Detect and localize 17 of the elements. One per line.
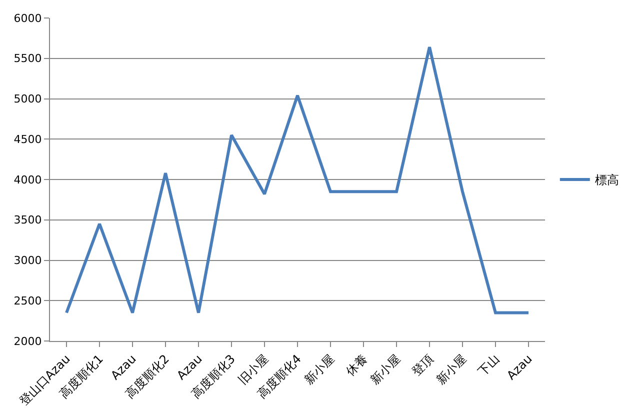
- y-tick-label: 2000: [14, 334, 42, 348]
- y-tick-label: 2500: [14, 294, 42, 308]
- y-tick-label: 5000: [14, 92, 42, 106]
- y-tick-label: 4500: [14, 132, 42, 146]
- y-tick-label: 3500: [14, 214, 42, 227]
- x-tick-label: 休養: [342, 352, 370, 379]
- y-tick-label: 5500: [14, 52, 42, 66]
- y-tick-label: 3000: [14, 254, 42, 268]
- x-tick-label: 下山: [474, 352, 502, 379]
- x-tick-label: 登頂: [408, 352, 436, 379]
- line-series: [65, 46, 530, 314]
- x-tick-label: 新小屋: [302, 352, 337, 388]
- x-tick-label: 新小屋: [434, 352, 469, 388]
- legend-label: 標高: [594, 173, 619, 188]
- y-tick-label: 6000: [14, 12, 42, 25]
- x-tick-label: 新小屋: [368, 352, 403, 388]
- y-tick-label: 4000: [14, 173, 42, 186]
